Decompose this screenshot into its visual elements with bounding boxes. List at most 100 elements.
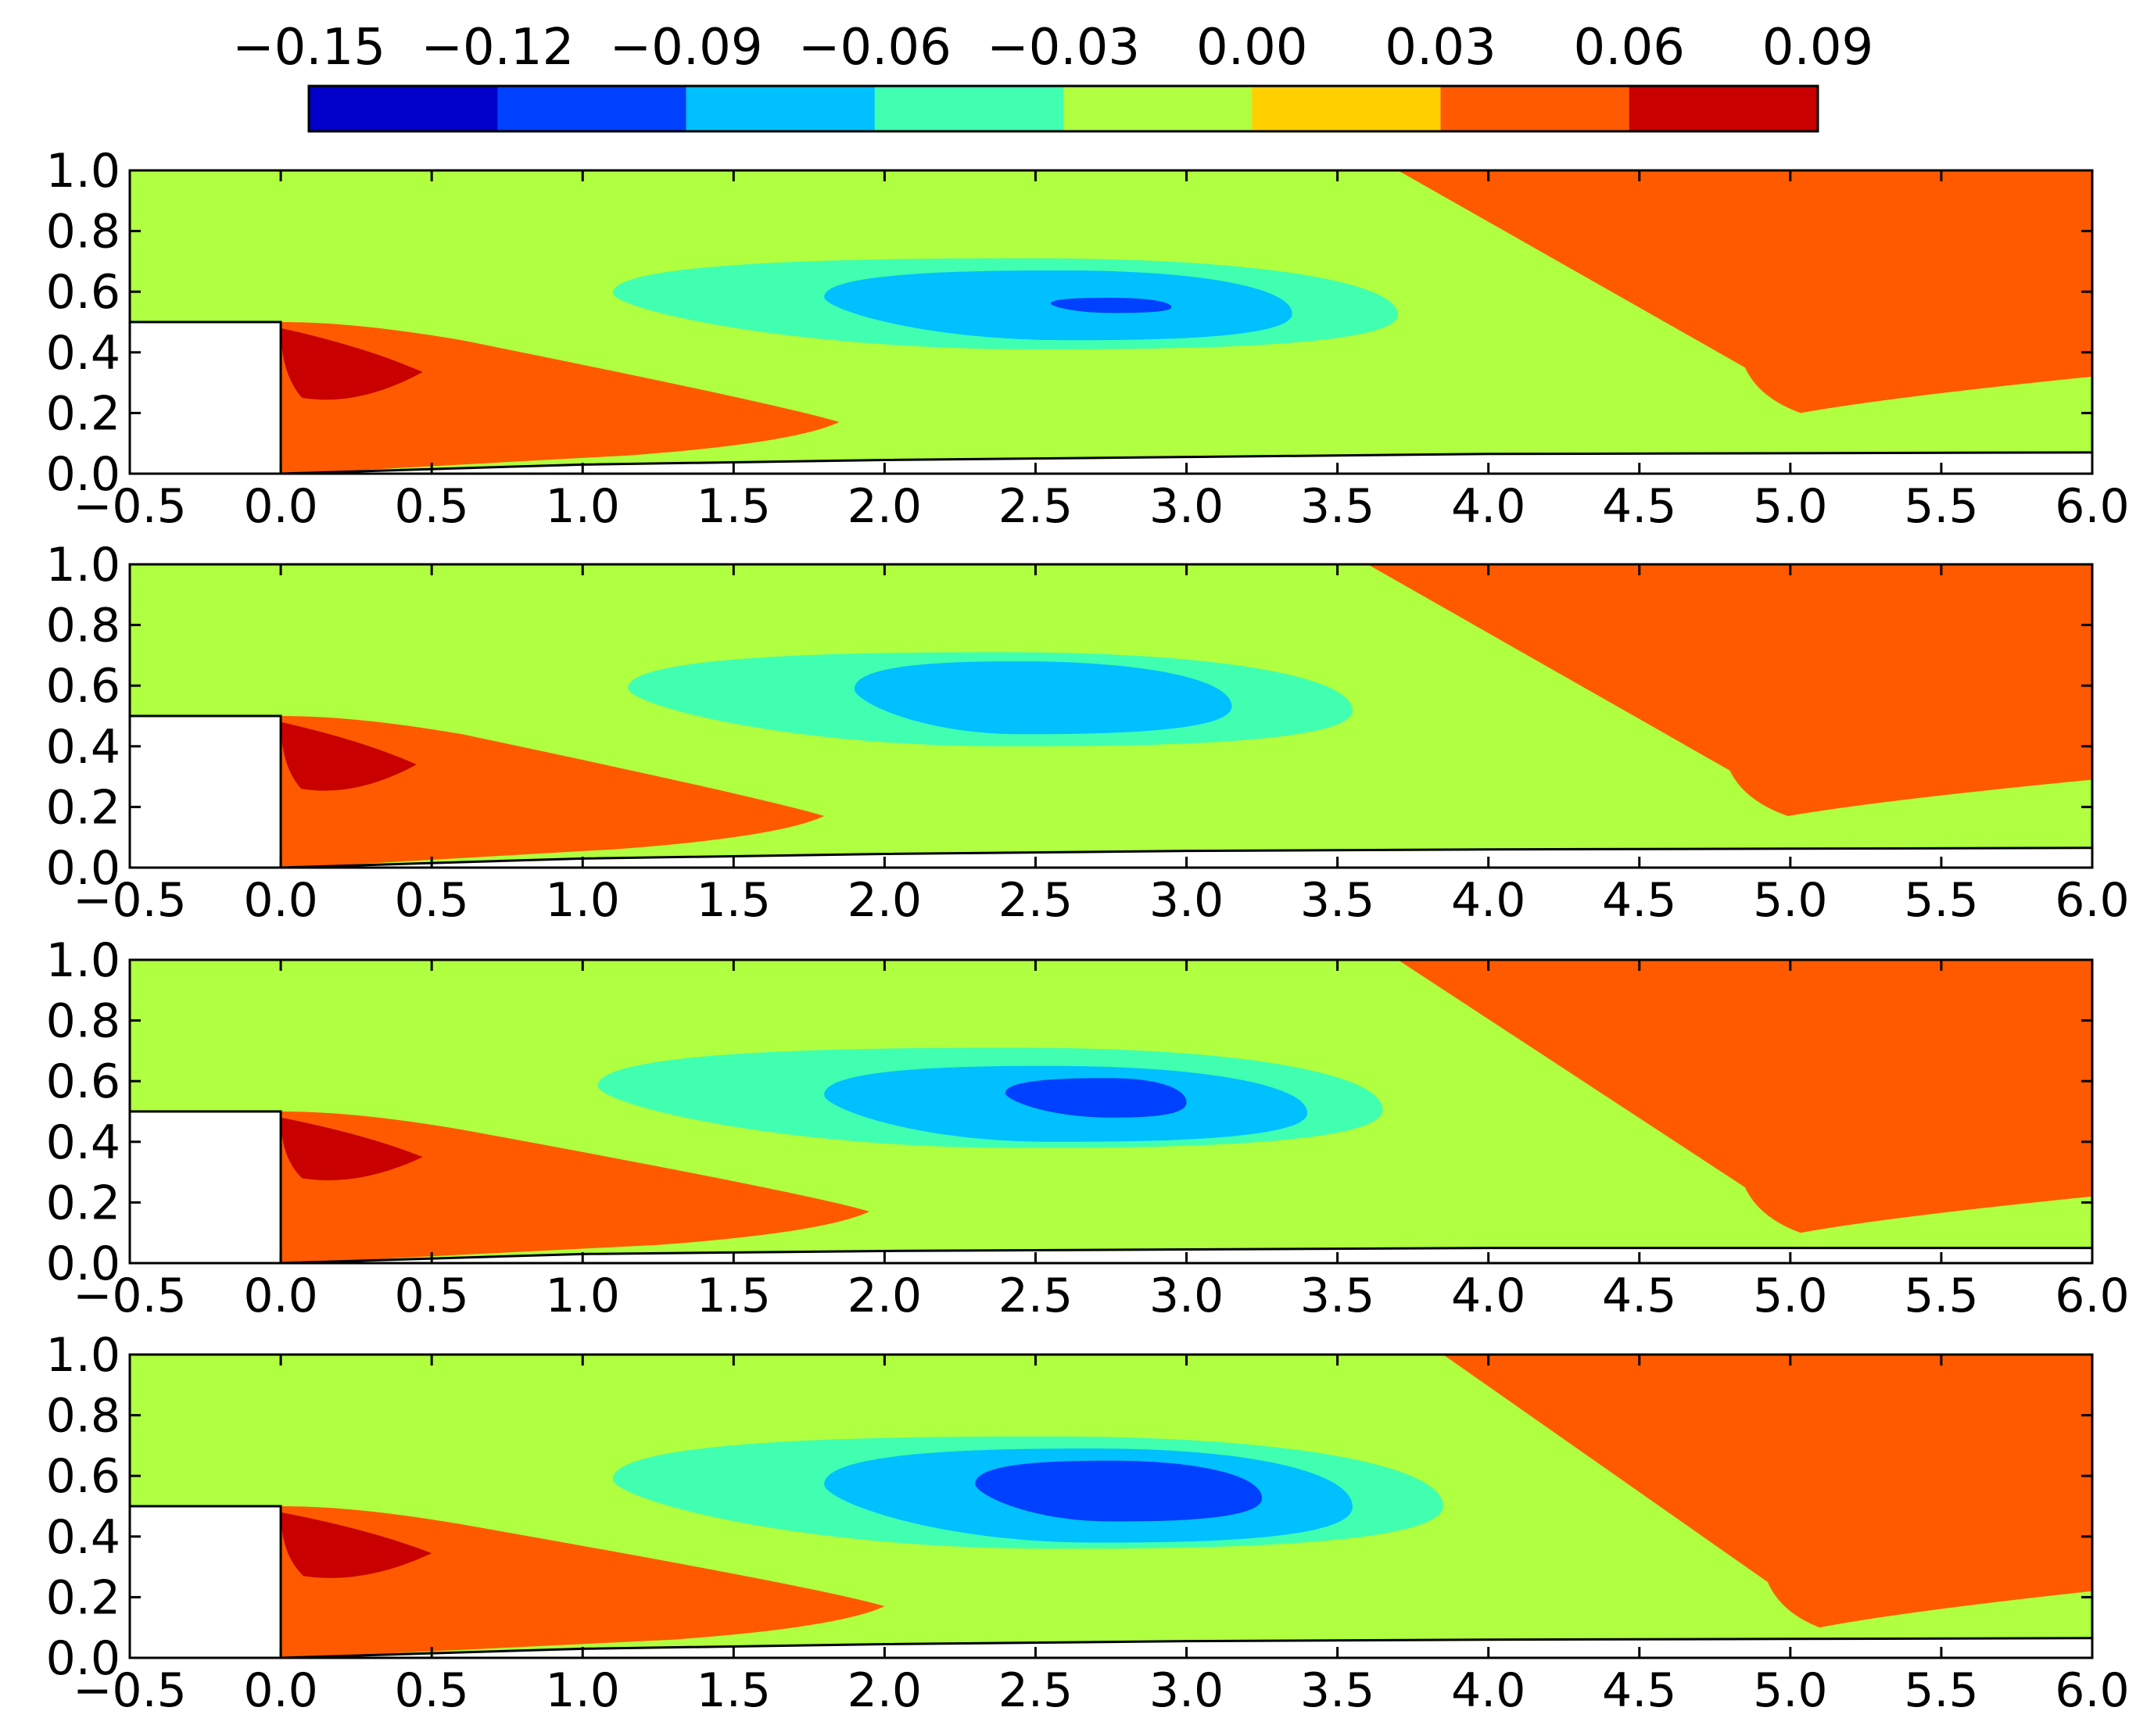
x-tick-label: 6.0 (2055, 873, 2129, 928)
colorbar-frame (307, 84, 1819, 133)
x-tick-label: 1.5 (697, 479, 771, 534)
x-tick-label: 4.0 (1451, 873, 1525, 928)
colorbar-segment (309, 86, 498, 131)
x-tick-label: 6.0 (2055, 479, 2129, 534)
y-tick-label: 0.6 (46, 1054, 120, 1109)
y-tick-label: 1.0 (46, 538, 120, 592)
y-tick-label: 0.8 (46, 994, 120, 1049)
contour-region (1397, 170, 2092, 413)
x-tick-label: 0.0 (243, 873, 317, 928)
colorbar-tick-label: −0.09 (609, 19, 762, 77)
contour-region (281, 1111, 870, 1263)
y-tick-label: 1.0 (46, 1328, 120, 1383)
x-tick-label: 5.5 (1904, 1269, 1978, 1323)
x-tick-label: 3.5 (1300, 479, 1374, 534)
y-tick-label: 0.0 (46, 841, 120, 896)
x-tick-label: 4.5 (1602, 479, 1676, 534)
x-tick-label: 2.5 (998, 1663, 1073, 1718)
colorbar-tick-label: 0.03 (1385, 19, 1496, 77)
x-tick-label: 5.0 (1753, 1269, 1827, 1323)
x-tick-label: 2.5 (998, 873, 1073, 928)
x-tick-label: 5.5 (1904, 1663, 1978, 1718)
x-tick-label: 6.0 (2055, 1663, 2129, 1718)
contour-region (281, 1512, 432, 1578)
step-outline (130, 1110, 282, 1263)
x-tick-label: −0.5 (73, 1663, 187, 1718)
contour-region (1367, 564, 2092, 817)
colorbar-segment (1629, 86, 1819, 131)
contour-region (281, 716, 825, 868)
step-region (130, 322, 281, 474)
colorbar: −0.15 −0.12 −0.09 −0.06 −0.03 0.00 0.03 0.06 0.0… (232, 19, 1874, 133)
x-tick-label: 2.0 (848, 873, 922, 928)
x-tick-label: 2.0 (848, 479, 922, 534)
x-tick-label: 1.0 (546, 479, 620, 534)
contour-region (281, 328, 423, 400)
colorbar-tick-label: 0.09 (1762, 19, 1874, 77)
x-tick-label: 3.5 (1300, 1663, 1374, 1718)
x-tick-label: 5.0 (1753, 873, 1827, 928)
colorbar-tick-label: −0.12 (421, 19, 574, 77)
x-tick-label: 1.5 (697, 1663, 771, 1718)
x-tick-label: 3.5 (1300, 1269, 1374, 1323)
x-tick-label: 0.0 (243, 479, 317, 534)
colorbar-tick-label: −0.03 (987, 19, 1140, 77)
x-tick-label: 1.5 (697, 1269, 771, 1323)
x-tick-label: −0.5 (73, 479, 187, 534)
contour-panel: −0.5 0.0 0.5 1.0 1.5 2.0 2.5 3.0 3.5 4.0 4.5 5.0 5.5… (46, 1328, 2130, 1718)
y-tick-label: 0.0 (46, 1631, 120, 1686)
step-outline (130, 1505, 282, 1658)
y-tick-label: 0.2 (46, 1570, 120, 1625)
x-tick-label: 5.0 (1753, 479, 1827, 534)
x-tick-label: 6.0 (2055, 1269, 2129, 1323)
contour-region (281, 721, 417, 791)
contour-vortex-level (1005, 1078, 1187, 1118)
colorbar-segment (1440, 86, 1630, 131)
x-tick-label: 0.5 (394, 1269, 468, 1323)
x-tick-label: 0.0 (243, 1663, 317, 1718)
axes-frame (128, 169, 2094, 475)
contour-region (1443, 1355, 2092, 1628)
x-tick-label: 1.0 (546, 873, 620, 928)
x-tick-label: 2.5 (998, 479, 1073, 534)
x-tick-label: 0.5 (394, 873, 468, 928)
y-tick-label: 0.2 (46, 386, 120, 441)
colorbar-segment (1063, 86, 1253, 131)
boundary-layer-curve (281, 451, 2092, 474)
y-tick-label: 0.4 (46, 1115, 120, 1170)
colorbar-segment (686, 86, 876, 131)
contour-region (281, 1117, 423, 1181)
y-tick-label: 0.6 (46, 1449, 120, 1504)
x-tick-label: 4.5 (1602, 1269, 1676, 1323)
colorbar-tick-label: 0.06 (1574, 19, 1686, 77)
x-tick-label: 5.0 (1753, 1663, 1827, 1718)
panels: −0.5 0.0 0.5 1.0 1.5 2.0 2.5 3.0 3.5 4.0 4.5 5.0 5.5… (46, 144, 2130, 1718)
step-outline (130, 320, 282, 474)
x-tick-label: 4.0 (1451, 1663, 1525, 1718)
axes-frame (128, 1353, 2094, 1659)
contour-region (296, 1524, 317, 1540)
colorbar-tick-label: −0.15 (232, 19, 385, 77)
y-tick-label: 1.0 (46, 144, 120, 199)
y-tick-label: 0.4 (46, 326, 120, 381)
x-tick-label: 0.5 (394, 1663, 468, 1718)
y-tick-label: 0.8 (46, 205, 120, 260)
contour-panel: −0.5 0.0 0.5 1.0 1.5 2.0 2.5 3.0 3.5 4.0 4.5 5.0 5.5… (46, 538, 2130, 928)
boundary-layer-curve (281, 1637, 2092, 1658)
x-tick-label: 0.0 (243, 1269, 317, 1323)
y-tick-label: 0.8 (46, 1389, 120, 1444)
x-tick-label: 4.5 (1602, 873, 1676, 928)
y-tick-label: 0.2 (46, 780, 120, 835)
contour-region (1397, 960, 2092, 1233)
x-tick-label: 1.0 (546, 1269, 620, 1323)
step-region (130, 1506, 281, 1658)
axes-frame (128, 563, 2094, 869)
contour-region (281, 322, 840, 474)
step-region (130, 1111, 281, 1263)
x-tick-label: 0.5 (394, 479, 468, 534)
y-tick-label: 0.6 (46, 659, 120, 714)
y-tick-label: 0.0 (46, 447, 120, 502)
y-tick-label: 1.0 (46, 933, 120, 988)
x-tick-label: 4.0 (1451, 1269, 1525, 1323)
x-tick-label: 1.5 (697, 873, 771, 928)
